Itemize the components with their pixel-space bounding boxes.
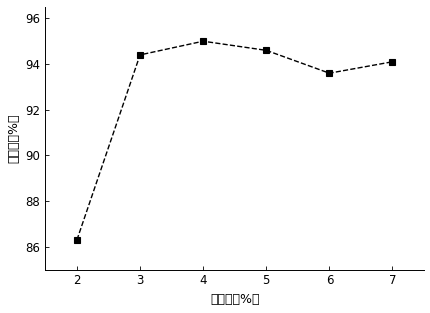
Y-axis label: 破乳率（%）: 破乳率（%） [7, 114, 20, 163]
X-axis label: 加酶量（%）: 加酶量（%） [209, 293, 259, 306]
